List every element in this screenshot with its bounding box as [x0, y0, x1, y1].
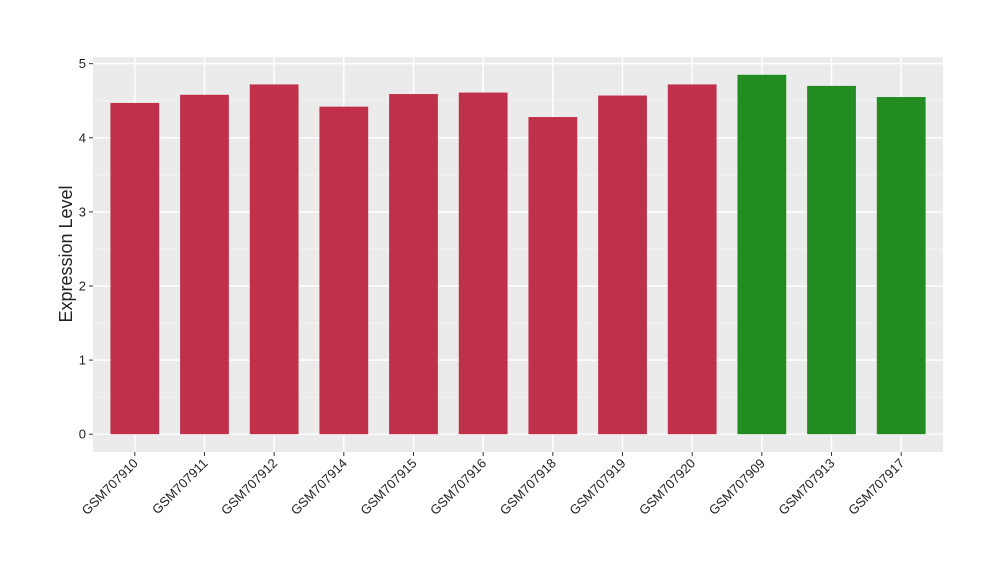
bar [180, 94, 229, 435]
bar [319, 106, 369, 435]
bar [249, 84, 299, 435]
y-tick-label: 3 [79, 204, 86, 219]
x-tick-label: GSM707919 [566, 456, 628, 518]
bar [458, 92, 508, 435]
y-tick-label: 2 [79, 278, 86, 293]
plot-panel [93, 57, 943, 452]
bar [598, 95, 647, 435]
x-tick-label: GSM707918 [497, 456, 559, 518]
bar [737, 74, 787, 435]
x-tick-label: GSM707912 [218, 456, 280, 518]
x-tick-label: GSM707910 [79, 456, 141, 518]
x-tick-label: GSM707915 [357, 456, 419, 518]
x-tick-label: GSM707909 [706, 456, 768, 518]
x-tick-label: GSM707917 [845, 456, 907, 518]
bar [667, 84, 717, 435]
x-tick-label: GSM707914 [288, 456, 350, 518]
bar [389, 94, 438, 435]
bar [876, 97, 926, 435]
y-axis-label: Expression Level [56, 185, 76, 322]
x-tick-label: GSM707920 [636, 456, 698, 518]
x-tick-label: GSM707913 [775, 456, 837, 518]
y-tick-label: 0 [79, 427, 86, 442]
y-tick-label: 1 [79, 353, 86, 368]
y-tick-label: 4 [79, 130, 86, 145]
bar [528, 117, 578, 435]
x-tick-label: GSM707911 [149, 456, 211, 518]
bar [807, 85, 856, 435]
y-tick-label: 5 [79, 56, 86, 71]
bar [110, 102, 160, 435]
x-tick-label: GSM707916 [427, 456, 489, 518]
